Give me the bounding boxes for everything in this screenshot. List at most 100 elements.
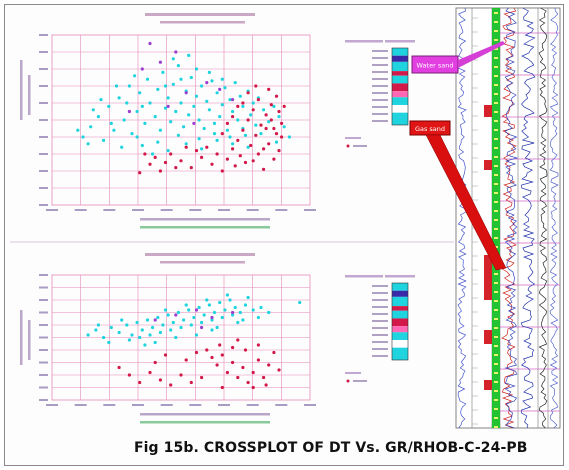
lithology-mark	[494, 210, 498, 212]
data-point	[264, 126, 268, 131]
data-point	[225, 121, 229, 125]
data-point	[256, 152, 260, 156]
gas-sand-callout: Gas sand	[409, 120, 507, 271]
depth-label-strip	[372, 106, 388, 108]
plot-title-strip-2	[145, 253, 255, 256]
x-tick-strips-top	[46, 209, 316, 211]
y-tick-strip	[39, 336, 48, 339]
data-point	[171, 320, 175, 325]
data-point	[187, 308, 191, 312]
data-point	[228, 135, 232, 139]
depth-label-strip	[372, 50, 388, 52]
data-point	[236, 138, 240, 142]
data-point	[267, 310, 271, 315]
wells-label-strip	[345, 372, 361, 374]
data-point	[236, 338, 240, 342]
x-tick-strip	[160, 209, 173, 211]
data-point	[169, 383, 173, 387]
lithology-mark	[494, 399, 498, 401]
data-point	[184, 358, 188, 362]
legend-marker	[346, 144, 350, 148]
data-point	[138, 335, 142, 340]
legend-title-strip	[345, 275, 383, 278]
data-points-bottom	[86, 293, 302, 390]
data-point	[251, 385, 255, 390]
data-point	[280, 135, 284, 139]
data-point	[220, 77, 224, 81]
data-point	[251, 159, 255, 163]
data-point	[143, 152, 147, 156]
data-point	[114, 84, 119, 88]
x-tick-strip	[103, 209, 116, 211]
depth-zone	[392, 112, 408, 125]
depth-column-border	[391, 282, 409, 361]
data-point	[254, 84, 258, 88]
data-point	[161, 323, 165, 327]
data-point	[228, 98, 232, 102]
data-point	[122, 118, 126, 122]
data-point	[158, 330, 162, 335]
wells-label-strip	[345, 137, 361, 139]
depth-label-strip	[372, 64, 388, 66]
data-point	[259, 132, 263, 136]
data-point	[96, 323, 100, 327]
data-point	[220, 169, 224, 173]
data-point	[243, 133, 248, 137]
data-point	[140, 104, 144, 108]
data-point	[189, 75, 193, 80]
data-point	[174, 109, 178, 114]
data-point	[148, 41, 152, 46]
legend-title-strip	[385, 275, 415, 278]
data-point	[125, 323, 129, 327]
data-point	[251, 108, 255, 112]
data-point	[156, 140, 160, 144]
depth-zone	[392, 306, 408, 311]
gr-curve	[457, 7, 467, 429]
lithology-mark	[494, 129, 498, 131]
data-point	[298, 300, 302, 305]
data-point	[287, 135, 291, 139]
caliper-curve	[549, 7, 559, 429]
data-point	[163, 308, 168, 312]
data-point	[225, 157, 229, 161]
lithology-mark	[494, 174, 498, 176]
depth-zone	[392, 339, 408, 348]
lithology-mark	[494, 201, 498, 203]
y-tick-strip	[39, 153, 48, 155]
data-point	[264, 383, 268, 387]
y-tick-strip	[39, 361, 48, 364]
lithology-mark	[494, 165, 498, 167]
data-point	[148, 162, 152, 166]
data-point	[200, 375, 204, 380]
depth-zone	[392, 75, 408, 84]
x-tick-strip	[132, 209, 144, 211]
depth-zone	[392, 48, 408, 56]
data-point	[236, 320, 240, 325]
data-point	[169, 328, 173, 332]
data-point	[176, 133, 180, 137]
plot-title-strip	[145, 13, 255, 16]
data-point	[86, 333, 90, 337]
data-point	[243, 348, 248, 352]
data-point	[225, 128, 229, 132]
data-point	[274, 94, 279, 98]
data-point	[277, 368, 281, 372]
data-point	[272, 157, 276, 161]
lithology-mark	[494, 147, 498, 149]
data-point	[130, 132, 134, 136]
y-tick-strip	[39, 324, 48, 326]
lithology-mark	[494, 48, 498, 50]
data-point	[184, 142, 188, 146]
lithology-mark	[494, 426, 498, 428]
depth-zone	[392, 318, 408, 327]
data-point	[223, 308, 227, 312]
lithology-mark	[494, 156, 498, 158]
data-point	[102, 138, 106, 142]
data-point	[151, 152, 155, 156]
y-axis-label-strip-3	[20, 310, 23, 365]
data-point	[272, 126, 276, 131]
depth-label-strip	[372, 292, 388, 294]
data-point	[153, 115, 157, 119]
data-point	[99, 98, 103, 102]
